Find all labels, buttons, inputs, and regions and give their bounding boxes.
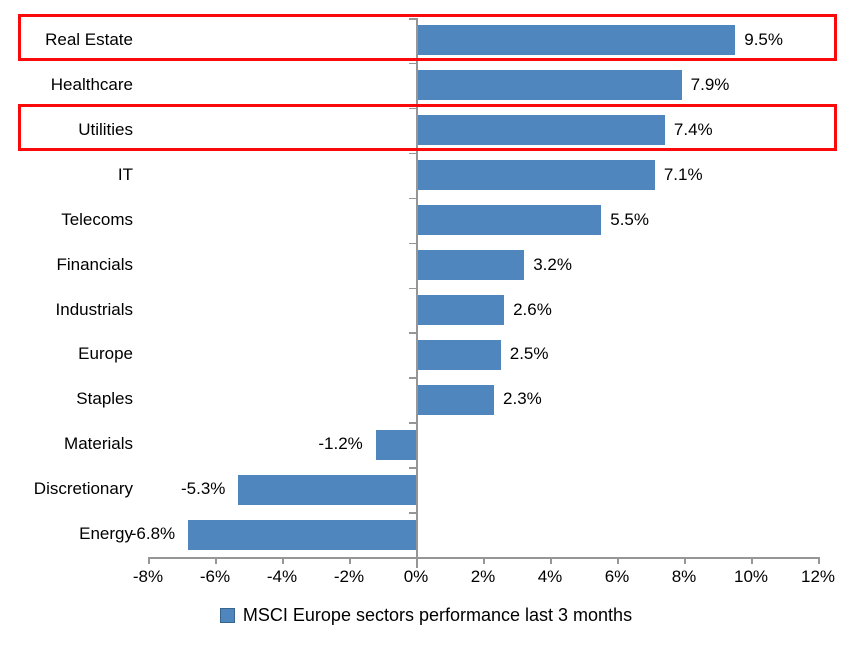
bar-financials	[417, 250, 525, 281]
x-axis-tick-label: -6%	[199, 567, 231, 586]
highlight-box-real-estate	[18, 14, 837, 61]
category-label-utilities: Utilities	[78, 119, 133, 139]
category-label-telecoms: Telecoms	[61, 209, 133, 229]
x-axis-tick	[684, 557, 686, 564]
x-axis-tick	[215, 557, 217, 564]
highlight-box-utilities	[18, 103, 837, 151]
bar-healthcare	[417, 70, 682, 101]
category-axis-tick	[409, 242, 416, 245]
legend: MSCI Europe sectors performance last 3 m…	[0, 602, 852, 628]
data-label-materials: -1.2%	[318, 434, 363, 454]
bar-materials	[375, 429, 416, 460]
category-label-financials: Financials	[56, 254, 133, 274]
x-axis-tick	[617, 557, 619, 564]
data-label-financials: 3.2%	[533, 254, 572, 274]
legend-series-swatch-icon	[219, 607, 235, 623]
x-axis-tick-label: 2%	[470, 567, 496, 586]
bar-industrials	[417, 294, 505, 325]
data-label-healthcare: 7.9%	[690, 74, 730, 94]
x-axis-tick-label: -8%	[132, 567, 164, 586]
bar-discretionary	[238, 474, 416, 505]
x-axis-tick	[349, 557, 351, 564]
x-axis-tick	[818, 557, 820, 564]
data-label-it: 7.1%	[663, 164, 703, 184]
bar-staples	[417, 384, 495, 415]
category-axis-tick	[409, 287, 416, 289]
bar-energy	[188, 519, 416, 550]
category-label-it: IT	[117, 164, 133, 184]
x-axis-tick	[148, 557, 150, 564]
category-label-discretionary: Discretionary	[33, 479, 133, 499]
category-axis-tick	[409, 467, 416, 469]
category-label-materials: Materials	[64, 434, 133, 454]
legend-series-label: MSCI Europe sectors performance last 3 m…	[242, 604, 633, 625]
x-axis-tick-label: -4%	[266, 567, 298, 586]
category-label-real-estate: Real Estate	[45, 30, 133, 49]
category-axis-tick	[409, 197, 416, 200]
category-axis-tick	[409, 377, 416, 379]
x-axis-tick-label: 0%	[403, 567, 429, 586]
x-axis-tick-label: 10%	[733, 567, 769, 586]
x-axis-tick-label: 6%	[604, 567, 630, 586]
x-axis-tick	[416, 557, 418, 564]
data-label-telecoms: 5.5%	[610, 209, 649, 229]
category-axis-tick	[409, 422, 416, 424]
category-label-industrials: Industrials	[55, 299, 133, 319]
data-label-real-estate: 9.5%	[744, 30, 783, 49]
data-label-staples: 2.3%	[503, 389, 542, 409]
data-label-discretionary: -5.3%	[181, 479, 226, 499]
category-axis-tick	[409, 557, 416, 559]
x-axis-tick-label: -2%	[333, 567, 365, 586]
x-axis-tick	[550, 557, 552, 564]
bar-real-estate	[417, 25, 736, 56]
category-label-healthcare: Healthcare	[50, 74, 133, 94]
bar-it	[417, 160, 655, 191]
category-axis-tick	[409, 18, 416, 20]
category-axis-tick	[409, 332, 416, 334]
category-axis-tick	[409, 62, 416, 65]
bar-europe	[417, 339, 501, 370]
category-label-staples: Staples	[76, 389, 133, 409]
bar-utilities	[417, 115, 665, 146]
x-axis-tick	[751, 557, 753, 564]
category-axis-tick	[409, 512, 416, 514]
data-label-industrials: 2.6%	[513, 299, 552, 319]
x-axis-tick-label: 12%	[800, 567, 836, 586]
category-label-energy: Energy	[79, 524, 133, 544]
category-axis-tick	[409, 107, 416, 110]
data-label-utilities: 7.4%	[673, 119, 713, 139]
x-axis-tick	[483, 557, 485, 564]
value-zero-axis-line	[416, 18, 418, 568]
x-axis-tick-label: 4%	[537, 567, 563, 586]
x-axis-tick-label: 8%	[671, 567, 697, 586]
category-axis-tick	[409, 152, 416, 155]
x-axis-tick	[282, 557, 284, 564]
category-label-europe: Europe	[78, 344, 133, 364]
bar-telecoms	[417, 205, 602, 236]
data-label-energy: -6.8%	[130, 524, 176, 544]
data-label-europe: 2.5%	[509, 344, 549, 364]
